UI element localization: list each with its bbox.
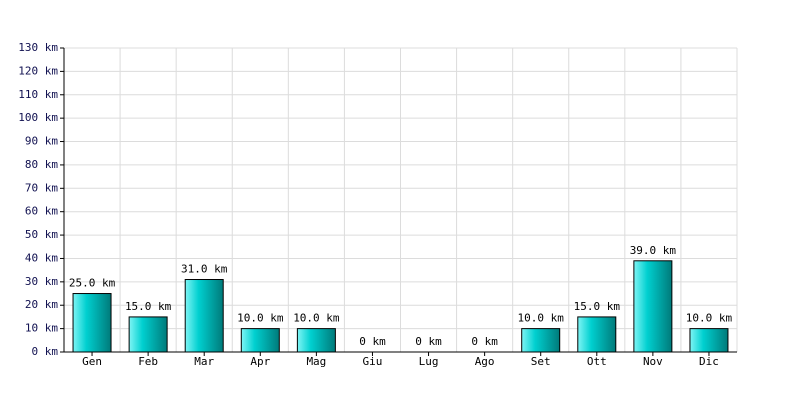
y-tick-label: 100 km [18, 111, 58, 124]
x-tick-label: Ago [475, 355, 495, 368]
x-tick-label: Mar [194, 355, 214, 368]
x-tick-label: Mag [306, 355, 326, 368]
value-label: 10.0 km [686, 312, 733, 325]
y-tick-label: 60 km [25, 205, 58, 218]
y-tick-label: 130 km [18, 41, 58, 54]
y-tick-label: 120 km [18, 64, 58, 77]
value-label: 10.0 km [237, 312, 284, 325]
bar [128, 316, 168, 353]
value-label: 25.0 km [69, 277, 116, 290]
y-tick-label: 20 km [25, 298, 58, 311]
y-tick-label: 80 km [25, 158, 58, 171]
x-tick-label: Lug [419, 355, 439, 368]
value-label: 0 km [471, 335, 498, 348]
value-label: 31.0 km [181, 263, 228, 276]
bar [521, 328, 561, 353]
x-tick-label: Nov [643, 355, 663, 368]
x-tick-label: Feb [138, 355, 158, 368]
value-label: 0 km [415, 335, 442, 348]
value-label: 10.0 km [518, 312, 565, 325]
value-label: 10.0 km [293, 312, 340, 325]
y-tick-label: 40 km [25, 251, 58, 264]
bar [296, 328, 336, 353]
bar [72, 293, 112, 353]
x-tick-label: Set [531, 355, 551, 368]
value-label: 15.0 km [574, 300, 621, 313]
y-tick-label: 30 km [25, 275, 58, 288]
y-tick-label: 110 km [18, 88, 58, 101]
x-tick-label: Giu [363, 355, 383, 368]
x-tick-label: Gen [82, 355, 102, 368]
x-tick-label: Ott [587, 355, 607, 368]
y-tick-label: 10 km [25, 322, 58, 335]
y-tick-label: 90 km [25, 135, 58, 148]
bar [240, 328, 280, 353]
value-label: 39.0 km [630, 244, 677, 257]
bar [633, 260, 673, 353]
y-tick-label: 50 km [25, 228, 58, 241]
value-label: 0 km [359, 335, 386, 348]
y-tick-label: 0 km [32, 345, 59, 358]
bar [184, 279, 224, 353]
y-tick-label: 70 km [25, 181, 58, 194]
x-tick-label: Dic [699, 355, 719, 368]
value-label: 15.0 km [125, 300, 172, 313]
bar [689, 328, 729, 353]
bar [577, 316, 617, 353]
x-tick-label: Apr [250, 355, 270, 368]
